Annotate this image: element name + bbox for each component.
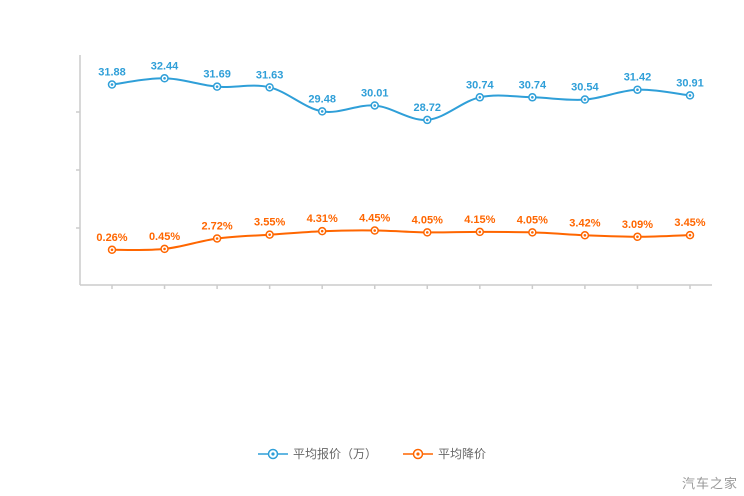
data-point-label: 30.91 <box>676 77 704 89</box>
data-point-label: 3.42% <box>569 217 600 229</box>
data-point-dot <box>478 96 482 99</box>
legend-item-avg-price[interactable]: 平均报价（万） <box>257 445 377 462</box>
data-point-dot <box>163 247 166 251</box>
data-point-dot <box>373 104 377 107</box>
data-point-dot <box>688 94 692 97</box>
data-point-dot <box>215 85 219 88</box>
data-point-label: 4.05% <box>412 214 443 226</box>
data-point-dot <box>215 237 219 240</box>
data-point-label: 31.42 <box>624 72 652 84</box>
data-point-label: 30.01 <box>361 87 389 99</box>
chart-legend: 平均报价（万） 平均降价 <box>257 445 486 462</box>
data-point-label: 3.45% <box>674 217 705 229</box>
data-point-dot <box>425 118 429 122</box>
data-point-label: 2.72% <box>201 220 232 232</box>
data-point-label: 28.72 <box>414 102 442 114</box>
data-point-dot <box>163 76 166 80</box>
data-point-dot <box>110 248 114 252</box>
data-point-dot <box>373 229 377 232</box>
data-point-dot <box>531 96 534 99</box>
data-point-dot <box>320 229 324 233</box>
legend-label-avg-price: 平均报价（万） <box>292 447 377 461</box>
data-point-label: 4.15% <box>464 214 495 226</box>
data-point-label: 3.55% <box>254 217 285 229</box>
data-point-label: 30.54 <box>571 82 599 94</box>
data-point-dot <box>268 233 271 236</box>
data-point-label: 31.63 <box>256 69 284 81</box>
avg-price-line <box>111 77 691 121</box>
data-point-dot <box>268 86 271 89</box>
data-point-dot <box>583 98 587 101</box>
data-point-label: 4.45% <box>359 213 390 225</box>
data-point-label: 0.45% <box>149 231 180 243</box>
data-point-label: 32.44 <box>151 60 179 72</box>
data-point-label: 4.05% <box>517 214 548 226</box>
data-point-label: 30.74 <box>519 79 547 91</box>
data-point-dot <box>583 233 587 237</box>
avg-discount-series-marker-icon <box>403 448 433 459</box>
legend-item-avg-discount[interactable]: 平均降价 <box>403 445 486 462</box>
data-point-dot <box>478 230 482 234</box>
data-point-label: 0.26% <box>96 232 127 244</box>
data-point-label: 30.74 <box>466 79 494 91</box>
watermark: 汽车之家 <box>681 476 738 491</box>
data-point-label: 4.31% <box>307 213 338 225</box>
data-point-label: 31.88 <box>98 67 126 79</box>
data-point-dot <box>688 233 692 237</box>
data-point-dot <box>636 235 639 239</box>
avg-price-series-marker-icon <box>257 448 288 459</box>
avg-discount-line <box>111 229 691 252</box>
data-point-dot <box>531 231 534 234</box>
legend-label-avg-discount: 平均降价 <box>438 447 487 461</box>
data-point-label: 3.09% <box>622 219 653 231</box>
data-point-label: 29.48 <box>308 93 336 105</box>
data-point-dot <box>320 110 324 113</box>
data-point-dot <box>636 88 639 91</box>
data-point-label: 31.69 <box>203 69 231 81</box>
data-point-dot <box>110 83 114 86</box>
data-point-dot <box>425 231 429 234</box>
